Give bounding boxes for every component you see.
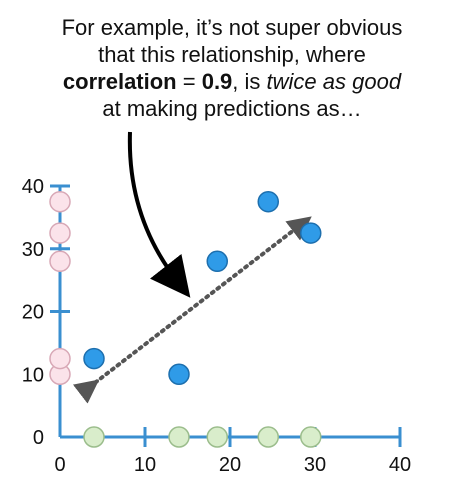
x-tick-label: 10	[134, 454, 156, 476]
caption-line-2: that this relationship, where	[98, 42, 366, 67]
data-point	[300, 222, 322, 244]
ticks	[50, 184, 402, 447]
caption-line-4: at making predictions as…	[102, 96, 362, 121]
x-marginal-point	[168, 426, 190, 448]
y-tick-label: 10	[22, 364, 44, 386]
y-tick-label: 0	[33, 427, 44, 449]
x-marginal-point	[257, 426, 279, 448]
data-point	[257, 190, 279, 213]
caption-bold-correlation: correlation	[62, 69, 177, 94]
y-tick-label: 20	[22, 302, 44, 324]
x-marginal-point	[206, 426, 228, 448]
data-point	[206, 250, 228, 273]
data-points	[83, 190, 322, 385]
x-tick-label: 40	[389, 454, 411, 476]
caption-is: , is	[232, 69, 267, 94]
y-marginal-point	[49, 190, 71, 213]
caption-italic-twice: twice as good	[266, 69, 402, 94]
x-marginal-point	[300, 426, 322, 448]
tick-labels: 0 10 20 30 40 0 10 20 30 40	[22, 176, 411, 476]
y-tick-label: 30	[22, 239, 44, 261]
x-marginal-point	[83, 426, 105, 448]
caption-equals: =	[176, 69, 202, 94]
caption-line-3: correlation = 0.9, is twice as good	[0, 68, 464, 95]
trend-line	[72, 216, 312, 404]
data-point	[83, 347, 105, 370]
x-tick-label: 20	[219, 454, 241, 476]
x-tick-label: 0	[54, 454, 65, 476]
axes	[58, 186, 400, 439]
y-tick-label: 40	[22, 176, 44, 198]
x-tick-label: 30	[304, 454, 326, 476]
caption-text: For example, it’s not super obvious that…	[0, 14, 464, 122]
caption-line-1: For example, it’s not super obvious	[61, 15, 403, 40]
y-marginal-point	[49, 347, 71, 370]
data-point	[168, 363, 190, 385]
caption-bold-value: 0.9	[201, 69, 233, 94]
y-marginal-point	[49, 250, 71, 273]
y-marginal-point	[49, 222, 71, 244]
marginal-points	[49, 190, 322, 448]
trend-line-group	[72, 216, 312, 404]
annotation-arrow	[127, 131, 191, 298]
